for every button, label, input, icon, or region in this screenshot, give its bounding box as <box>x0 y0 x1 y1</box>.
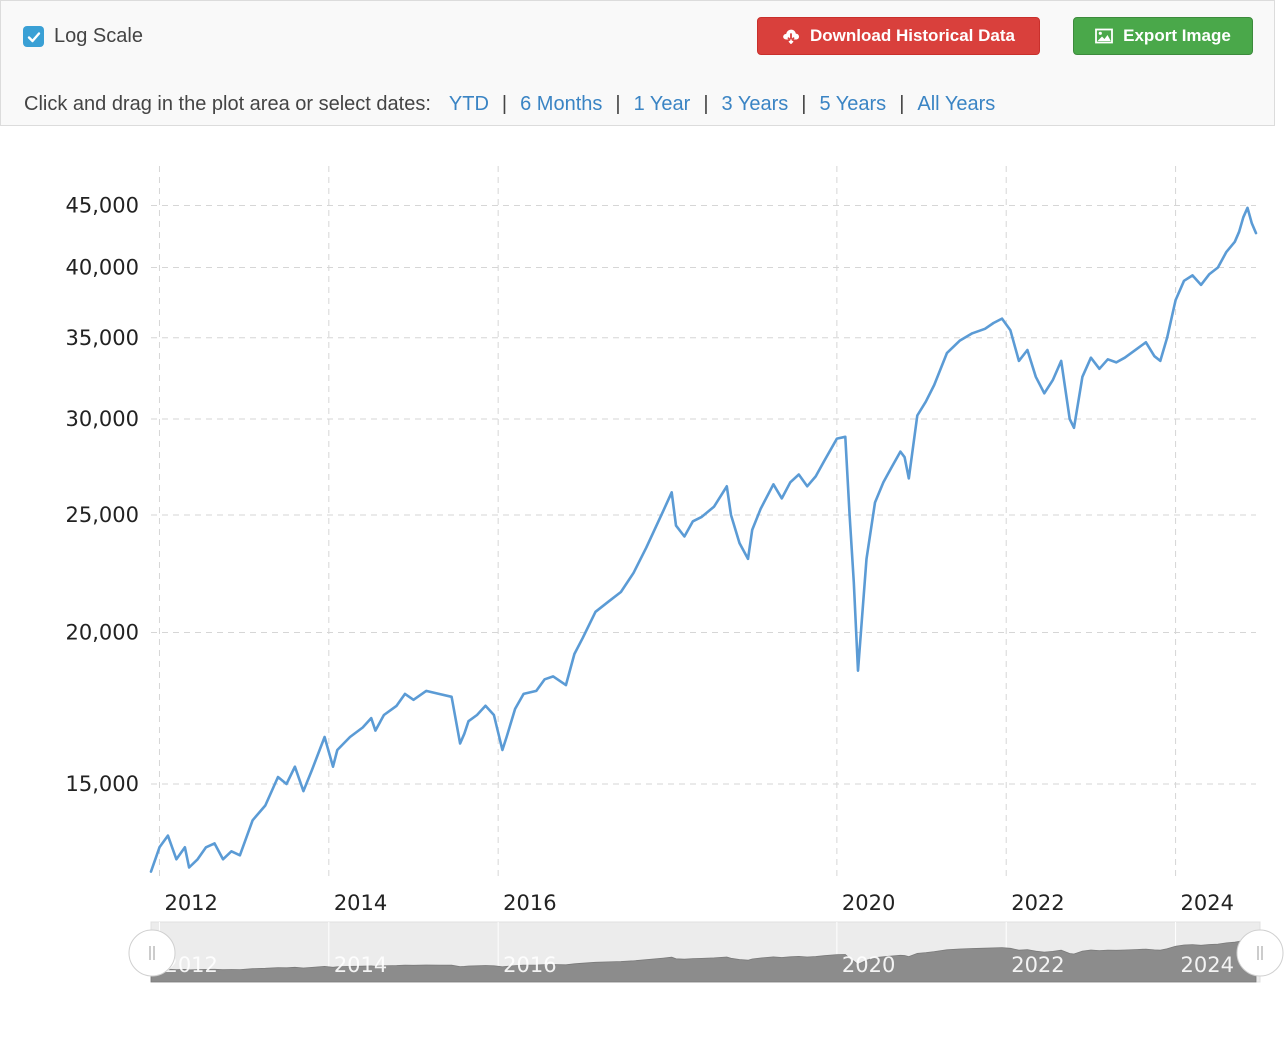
y-tick-label: 45,000 <box>66 193 139 217</box>
cloud-download-icon <box>782 28 800 44</box>
log-scale-toggle[interactable]: Log Scale <box>23 25 143 48</box>
series-line-index <box>149 206 1258 873</box>
download-label: Download Historical Data <box>810 26 1015 45</box>
navigator-tick-label: 2020 <box>842 953 895 977</box>
download-historical-data-button[interactable]: Download Historical Data <box>757 17 1040 55</box>
export-label: Export Image <box>1123 26 1231 45</box>
navigator-tick-label: 2016 <box>503 953 556 977</box>
x-tick-label: 2024 <box>1181 891 1234 915</box>
range-separator: | <box>501 93 508 115</box>
navigator-tick-label: 2014 <box>334 953 387 977</box>
range-separator: | <box>801 93 807 115</box>
log-scale-label: Log Scale <box>54 25 143 47</box>
y-tick-label: 15,000 <box>66 772 139 796</box>
range-3-years[interactable]: 3 Years <box>721 93 789 115</box>
y-tick-label: 30,000 <box>66 407 139 431</box>
navigator-series-area <box>150 939 1257 983</box>
navigator-handle-left[interactable] <box>128 929 176 977</box>
price-chart[interactable]: 15,000 20,000 25,000 30,000 35,000 40,000 45,0… <box>0 130 1287 1000</box>
x-tick-label: 2016 <box>503 891 556 915</box>
range-6-months[interactable]: 6 Months <box>520 93 603 115</box>
chart-toolbar: Log Scale Download Historical Data Expor… <box>0 0 1275 126</box>
log-scale-checkbox[interactable] <box>23 26 44 47</box>
x-tick-label: 2020 <box>842 891 895 915</box>
x-tick-label: 2012 <box>164 891 217 915</box>
check-icon <box>27 31 40 42</box>
export-image-button[interactable]: Export Image <box>1073 17 1253 55</box>
date-range-prompt: Click and drag in the plot area or selec… <box>24 93 431 115</box>
y-tick-label: 35,000 <box>66 326 139 350</box>
x-tick-label: 2014 <box>334 891 387 915</box>
navigator-tick-label: 2024 <box>1181 953 1234 977</box>
date-range-selector: Click and drag in the plot area or selec… <box>24 93 995 116</box>
y-tick-label: 25,000 <box>66 503 139 527</box>
range-separator: | <box>615 93 621 115</box>
y-tick-label: 40,000 <box>66 255 139 279</box>
range-5-years[interactable]: 5 Years <box>819 93 887 115</box>
navigator-handle-right[interactable] <box>1236 929 1284 977</box>
range-ytd[interactable]: YTD <box>448 93 489 115</box>
range-separator: | <box>899 93 905 115</box>
image-icon <box>1095 28 1114 44</box>
navigator-tick-label: 2022 <box>1011 953 1064 977</box>
y-tick-label: 20,000 <box>66 620 139 644</box>
range-separator: | <box>703 93 709 115</box>
x-tick-label: 2022 <box>1011 891 1064 915</box>
range-1-year[interactable]: 1 Year <box>633 93 691 115</box>
range-all-years[interactable]: All Years <box>917 93 996 115</box>
